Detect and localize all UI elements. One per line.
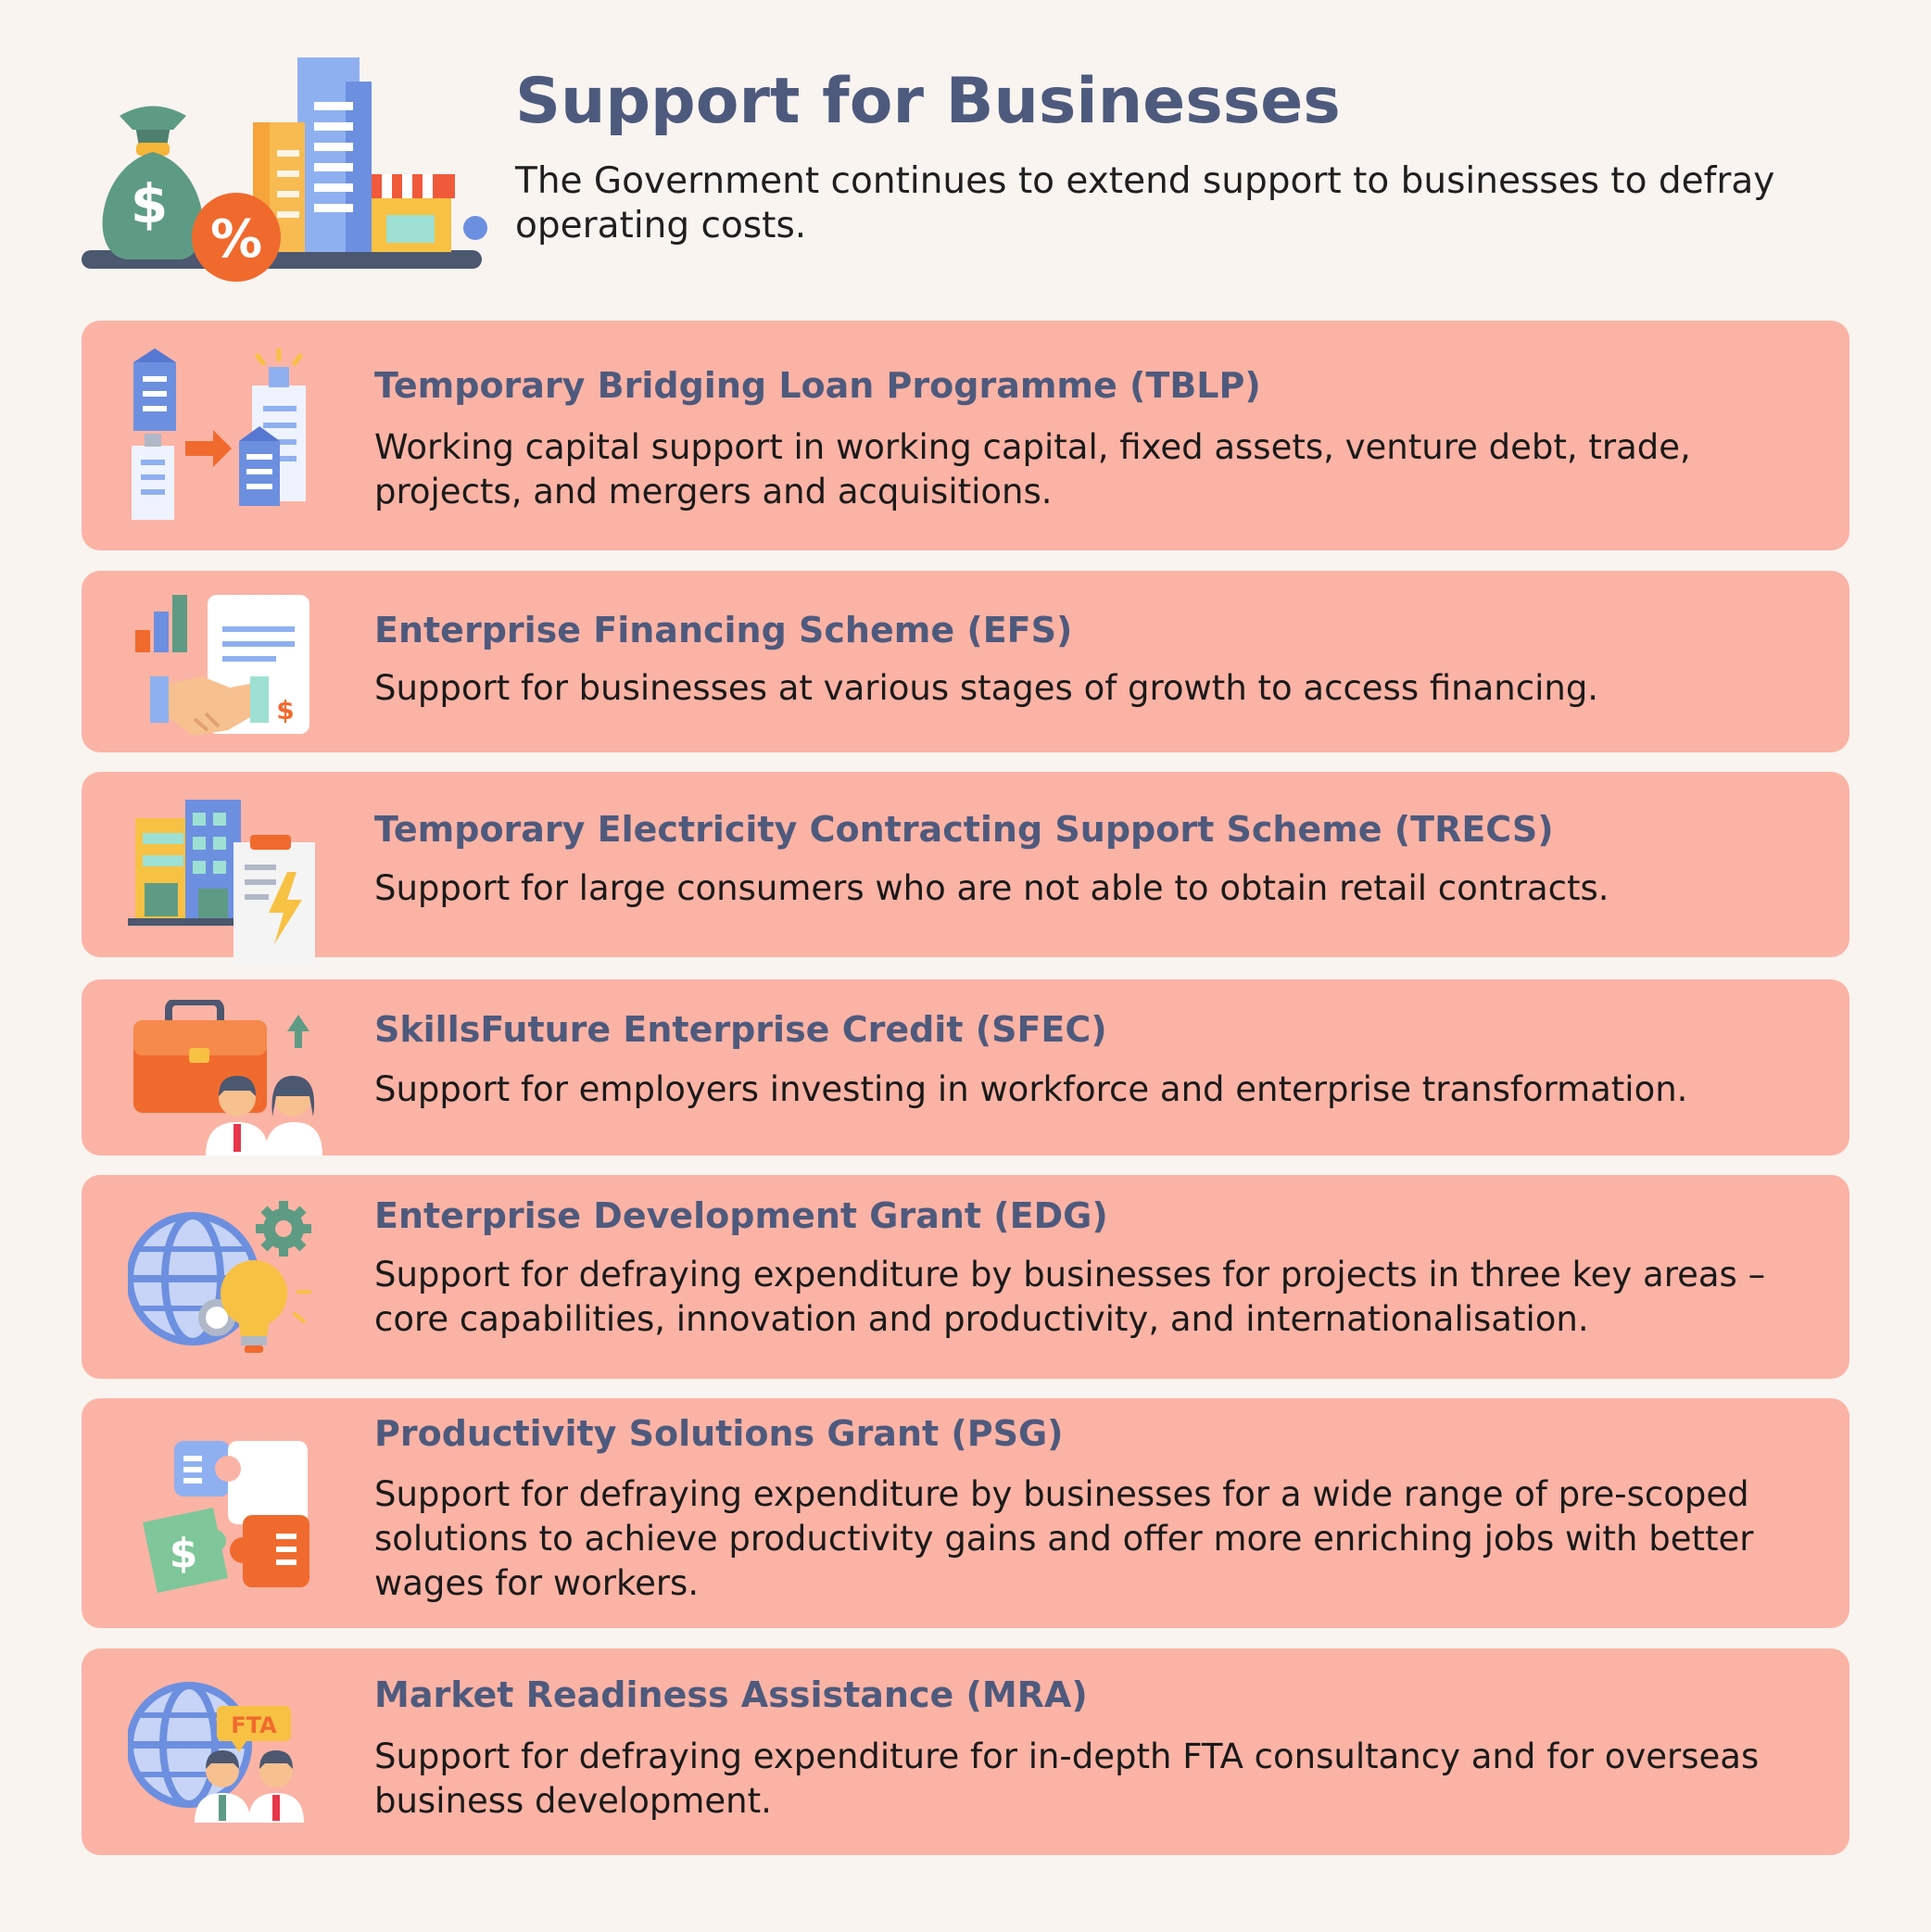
scheme-title: Temporary Bridging Loan Programme (TBLP) — [374, 365, 1261, 406]
globe-gear-lightbulb-icon — [128, 1201, 311, 1353]
scheme-card-psg: $ Productivity Solutions Grant (PSG) Sup… — [82, 1398, 1849, 1628]
scheme-description: Support for defraying expenditure by bus… — [374, 1474, 1754, 1603]
scheme-title: Market Readiness Assistance (MRA) — [374, 1674, 1088, 1715]
svg-text:$: $ — [170, 1530, 198, 1577]
page-subtitle: The Government continues to extend suppo… — [515, 160, 1775, 246]
svg-text:%: % — [210, 209, 262, 270]
svg-text:$: $ — [276, 695, 294, 726]
scheme-card-efs: $ Enterprise Financing Scheme (EFS) Supp… — [82, 571, 1849, 752]
scheme-card-sfec: SkillsFuture Enterprise Credit (SFEC) Su… — [82, 979, 1849, 1155]
buildings-growth-icon — [132, 348, 306, 520]
scheme-title: Enterprise Financing Scheme (EFS) — [374, 610, 1073, 650]
scheme-card-tblp: Temporary Bridging Loan Programme (TBLP)… — [82, 321, 1849, 550]
building-electricity-bill-icon — [128, 800, 315, 965]
scheme-title: SkillsFuture Enterprise Credit (SFEC) — [374, 1009, 1107, 1050]
scheme-title: Enterprise Development Grant (EDG) — [374, 1195, 1108, 1236]
page-title: Support for Businesses — [515, 65, 1341, 138]
scheme-description: Support for large consumers who are not … — [374, 868, 1609, 908]
svg-text:$: $ — [131, 172, 168, 235]
scheme-card-edg: Enterprise Development Grant (EDG) Suppo… — [82, 1175, 1849, 1379]
scheme-description: Support for businesses at various stages… — [374, 668, 1599, 708]
scheme-description: Working capital support in working capit… — [374, 427, 1691, 511]
header: $ % Support for Businesses The Governmen… — [0, 0, 1931, 306]
scheme-title: Productivity Solutions Grant (PSG) — [374, 1413, 1064, 1454]
handshake-document-icon: $ — [135, 595, 309, 736]
fta-label: FTA — [231, 1712, 277, 1738]
scheme-card-mra: FTA Market Readiness Assistance (MRA) Su… — [82, 1648, 1849, 1855]
scheme-description: Support for defraying expenditure by bus… — [374, 1255, 1766, 1339]
scheme-card-trecs: Temporary Electricity Contracting Suppor… — [82, 772, 1849, 965]
briefcase-people-icon — [133, 1000, 322, 1155]
money-bag-buildings-shop-icon: $ % — [82, 57, 487, 282]
scheme-description: Support for employers investing in workf… — [374, 1069, 1688, 1109]
globe-fta-people-icon: FTA — [128, 1682, 304, 1823]
scheme-title: Temporary Electricity Contracting Suppor… — [374, 809, 1554, 850]
puzzle-pieces-icon: $ — [143, 1441, 309, 1593]
scheme-description: Support for defraying expenditure for in… — [374, 1736, 1760, 1821]
